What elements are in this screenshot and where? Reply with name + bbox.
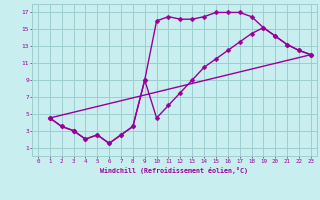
- X-axis label: Windchill (Refroidissement éolien,°C): Windchill (Refroidissement éolien,°C): [100, 167, 248, 174]
